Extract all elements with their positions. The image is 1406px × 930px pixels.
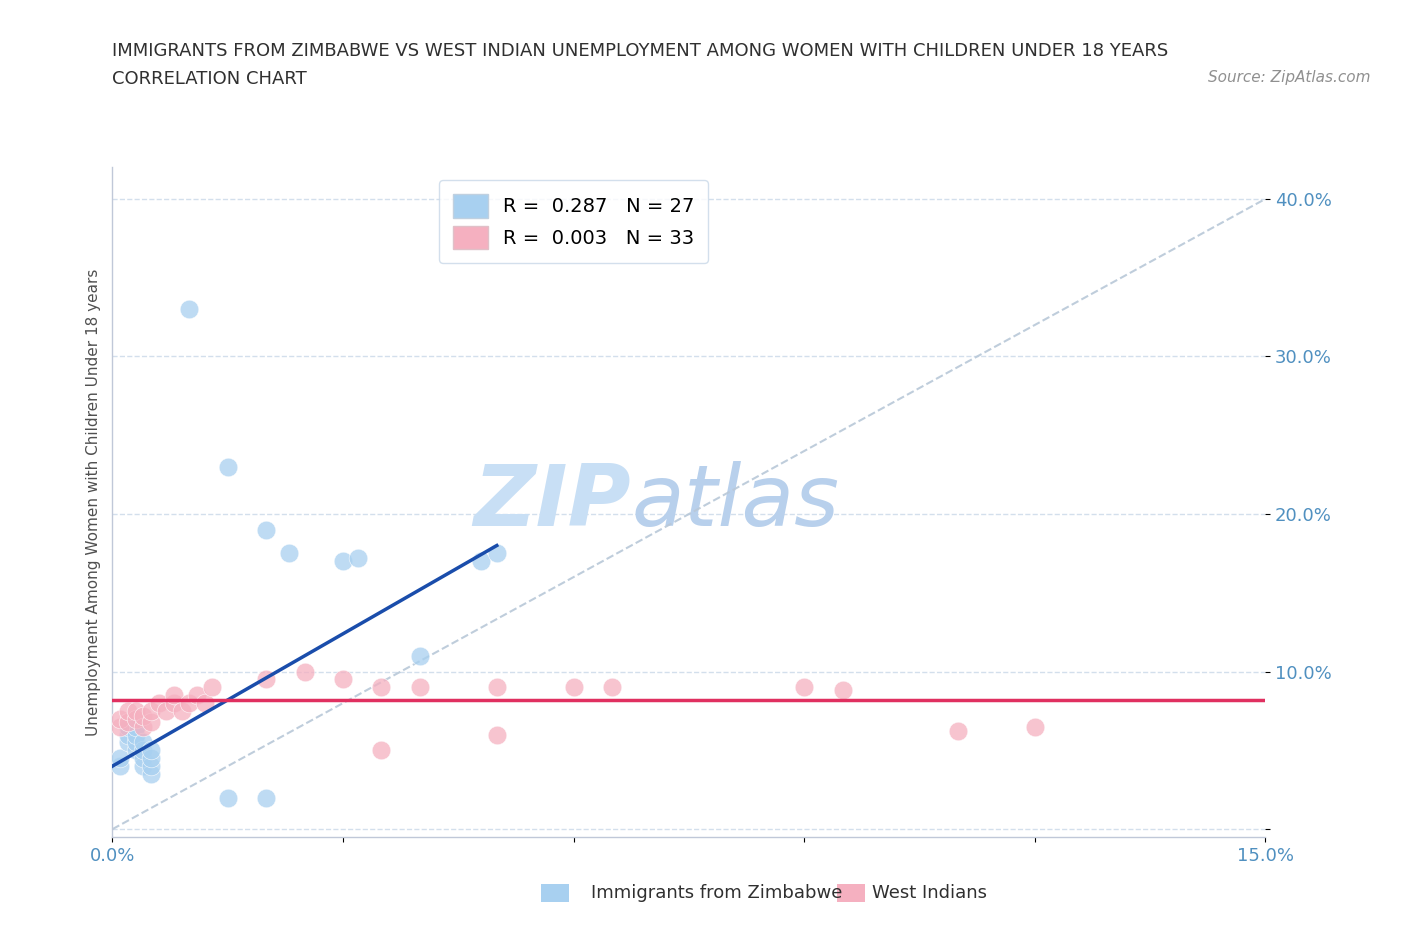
Text: ZIP: ZIP [474,460,631,544]
Point [124,735,146,750]
Point [117,714,139,729]
Point [186,688,208,703]
Point [194,696,217,711]
Point [124,703,146,718]
Point [254,523,277,538]
Point [139,766,162,781]
Point [139,703,162,718]
Legend: R =  0.287   N = 27, R =  0.003   N = 33: R = 0.287 N = 27, R = 0.003 N = 33 [439,180,709,263]
Point [148,696,170,711]
Point [139,743,162,758]
Point [132,709,155,724]
Point [831,683,853,698]
Point [254,790,277,805]
Text: IMMIGRANTS FROM ZIMBABWE VS WEST INDIAN UNEMPLOYMENT AMONG WOMEN WITH CHILDREN U: IMMIGRANTS FROM ZIMBABWE VS WEST INDIAN … [112,42,1168,60]
Point [139,751,162,765]
Point [409,680,432,695]
Point [600,680,623,695]
Point [170,703,193,718]
Y-axis label: Unemployment Among Women with Children Under 18 years: Unemployment Among Women with Children U… [86,269,101,736]
Text: Source: ZipAtlas.com: Source: ZipAtlas.com [1208,70,1371,85]
Text: Immigrants from Zimbabwe: Immigrants from Zimbabwe [591,884,842,902]
Point [347,551,370,565]
Point [108,719,131,734]
Point [562,680,585,695]
Point [485,727,508,742]
Point [117,735,139,750]
Point [470,554,492,569]
Point [117,727,139,742]
Point [201,680,224,695]
Point [124,711,146,726]
Point [132,719,155,734]
Point [108,759,131,774]
Point [124,743,146,758]
Point [217,459,239,474]
Point [946,724,969,738]
Point [117,719,139,734]
Point [793,680,815,695]
Point [132,751,155,765]
Point [155,703,177,718]
Point [179,696,201,711]
Point [409,648,432,663]
Point [278,546,301,561]
Point [485,546,508,561]
Point [132,759,155,774]
Point [1024,719,1046,734]
Point [332,672,354,687]
Point [108,751,131,765]
Point [108,711,131,726]
Point [139,714,162,729]
Point [370,680,392,695]
Point [217,790,239,805]
Point [139,759,162,774]
Point [124,727,146,742]
Point [485,680,508,695]
Point [294,664,316,679]
Point [124,719,146,734]
Point [132,735,155,750]
Text: CORRELATION CHART: CORRELATION CHART [112,70,308,87]
Point [132,743,155,758]
Point [179,301,201,316]
Point [117,703,139,718]
Point [254,672,277,687]
Text: West Indians: West Indians [872,884,987,902]
Point [332,554,354,569]
Point [163,688,186,703]
Text: atlas: atlas [631,460,839,544]
Point [370,743,392,758]
Point [163,696,186,711]
